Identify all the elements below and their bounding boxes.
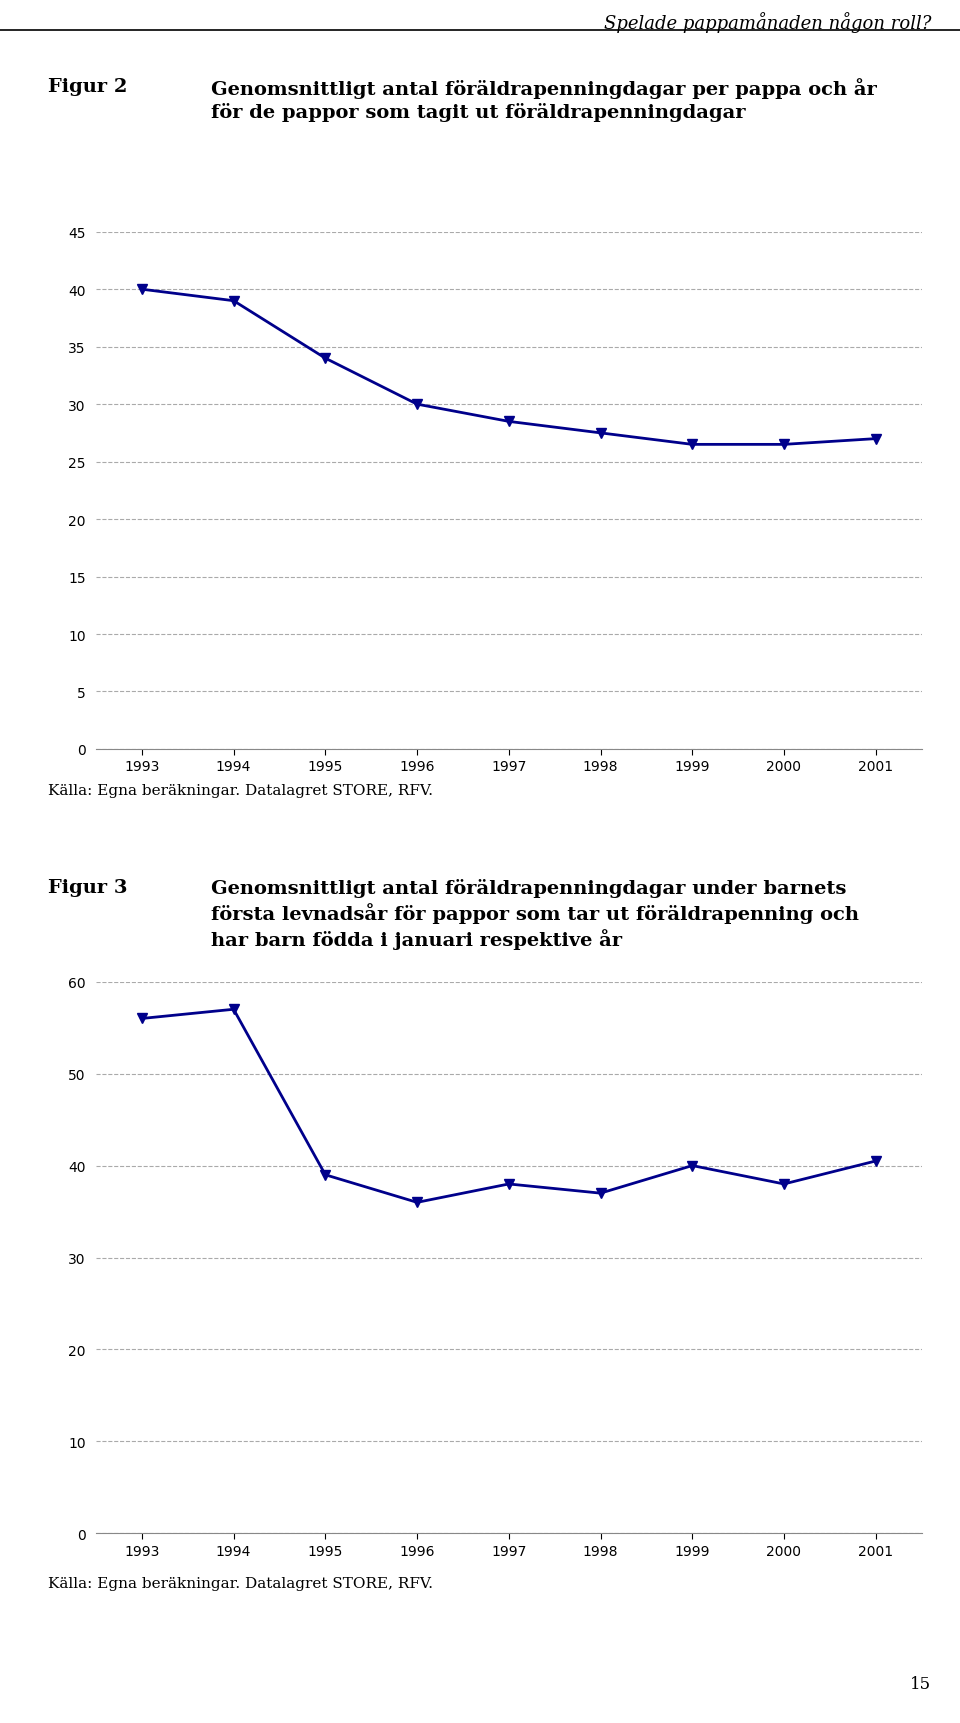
- Text: Spelade pappamånaden någon roll?: Spelade pappamånaden någon roll?: [604, 12, 931, 33]
- Text: Genomsnittligt antal föräldrapenningdagar per pappa och år
för de pappor som tag: Genomsnittligt antal föräldrapenningdaga…: [211, 78, 877, 122]
- Text: Källa: Egna beräkningar. Datalagret STORE, RFV.: Källa: Egna beräkningar. Datalagret STOR…: [48, 784, 433, 798]
- Text: Källa: Egna beräkningar. Datalagret STORE, RFV.: Källa: Egna beräkningar. Datalagret STOR…: [48, 1577, 433, 1590]
- Text: Genomsnittligt antal föräldrapenningdagar under barnets
första levnadsår för pap: Genomsnittligt antal föräldrapenningdaga…: [211, 879, 859, 949]
- Text: 15: 15: [910, 1675, 931, 1692]
- Text: Figur 2: Figur 2: [48, 78, 128, 95]
- Text: Figur 3: Figur 3: [48, 879, 128, 896]
